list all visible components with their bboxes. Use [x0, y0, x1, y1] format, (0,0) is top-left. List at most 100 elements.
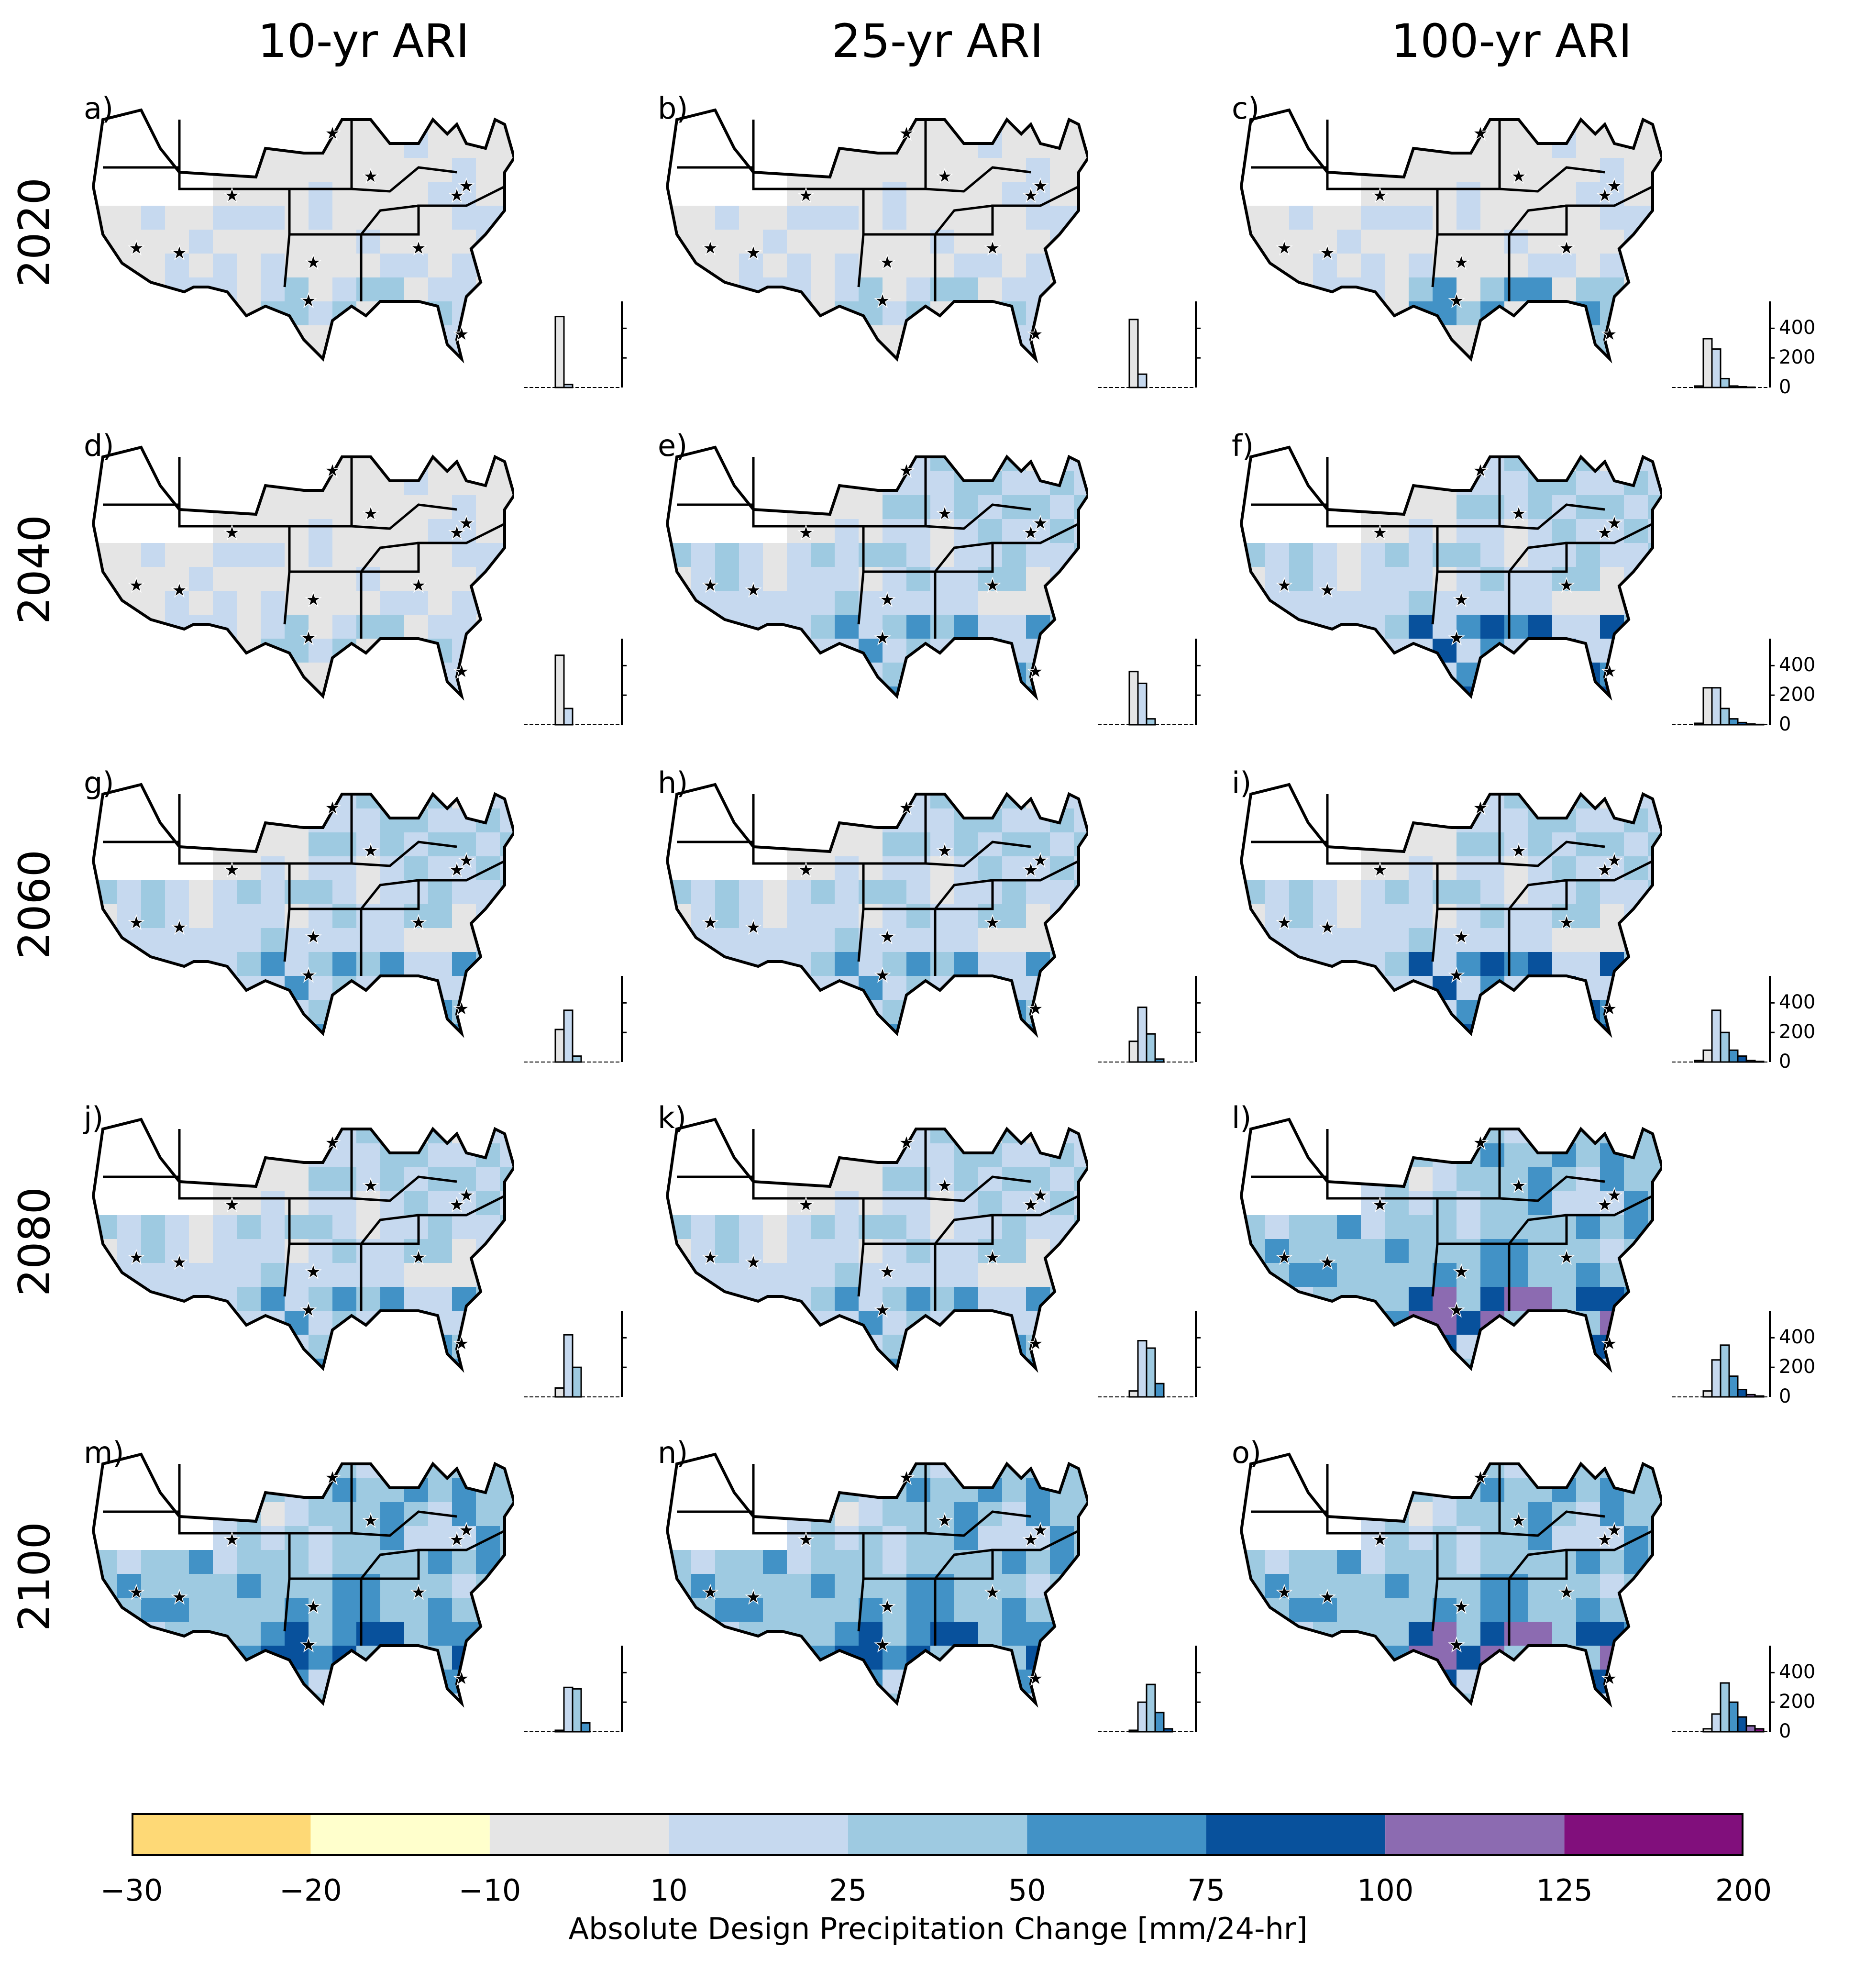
grid-cell	[811, 1454, 835, 1478]
map-panel: c) ★ ★ ★ ★ ★ ★ ★ ★ ★ ★ ★ 400 200 0	[1232, 91, 1815, 398]
city-star-icon: ★	[1033, 177, 1048, 196]
grid-cell	[213, 1000, 237, 1024]
grid-cell	[165, 1000, 189, 1024]
grid-cell	[1457, 928, 1480, 952]
grid-cell	[380, 1598, 404, 1622]
region-boundary	[857, 234, 865, 288]
grid-cell	[1457, 686, 1480, 696]
grid-cell	[165, 543, 189, 567]
grid-cell	[859, 373, 883, 387]
grid-cell	[930, 1048, 954, 1062]
grid-cell	[1361, 447, 1385, 471]
grid-cell	[906, 1215, 930, 1239]
grid-cell	[309, 254, 332, 277]
grid-cell	[189, 1646, 213, 1670]
grid-cell	[1313, 663, 1337, 686]
grid-cell	[1480, 952, 1504, 976]
histogram	[524, 1311, 627, 1398]
grid-cell	[1385, 567, 1409, 591]
city-star-icon: ★	[880, 928, 894, 947]
grid-cell	[739, 1550, 763, 1574]
grid-cell	[763, 615, 787, 639]
grid-cell	[739, 1048, 763, 1062]
grid-cell	[1002, 904, 1026, 928]
city-star-icon: ★	[1602, 1669, 1617, 1688]
grid-cell	[859, 710, 883, 725]
grid-cell	[1552, 1598, 1576, 1622]
grid-cell	[332, 1693, 356, 1703]
grid-cell	[93, 1048, 117, 1062]
us-map: ★★★★ ★ ★★★★★★	[91, 108, 514, 387]
grid-cell	[930, 832, 954, 856]
grid-cell	[859, 349, 883, 359]
grid-cell	[739, 1263, 763, 1287]
grid-cell	[1576, 686, 1600, 696]
grid-cell	[165, 254, 189, 277]
grid-cell	[213, 230, 237, 254]
city-star-icon: ★	[703, 1248, 717, 1267]
grid-cell	[1624, 686, 1648, 696]
grid-cell	[428, 230, 452, 254]
grid-cell	[404, 856, 428, 880]
grid-cell	[93, 254, 117, 277]
grid-cell	[667, 1311, 691, 1335]
grid-cell	[691, 904, 715, 928]
grid-cell	[859, 1359, 883, 1368]
grid-cell	[332, 880, 356, 904]
grid-cell	[237, 254, 261, 277]
grid-cell	[906, 686, 930, 696]
grid-cell	[1361, 1502, 1385, 1526]
grid-cell	[978, 301, 1002, 325]
grid-cell	[954, 639, 978, 663]
grid-cell	[1361, 856, 1385, 880]
grid-cell	[476, 349, 500, 359]
grid-cell	[213, 325, 237, 349]
grid-cell	[1265, 1670, 1289, 1693]
column-title-100yr: 100-yr ARI	[1391, 14, 1632, 68]
grid-cell	[1337, 1359, 1361, 1368]
histogram-tick-label: 400	[1779, 1326, 1816, 1349]
grid-cell	[1648, 349, 1662, 359]
grid-cell	[261, 1048, 285, 1062]
grid-cell	[859, 785, 883, 808]
us-map: ★★★★ ★ ★★★★★★	[1239, 108, 1662, 387]
grid-cell	[906, 254, 930, 277]
histogram-bar	[1745, 1725, 1756, 1733]
grid-cell	[978, 1478, 1002, 1502]
grid-cell	[811, 1191, 835, 1215]
grid-cell	[332, 1550, 356, 1574]
grid-cell	[859, 615, 883, 639]
histogram-bar	[554, 316, 565, 388]
grid-cell	[404, 206, 428, 230]
grid-cell	[1002, 710, 1026, 725]
grid-cell	[1002, 1263, 1026, 1287]
grid-cell	[165, 373, 189, 387]
grid-cell	[1289, 373, 1313, 387]
histogram-bar	[1702, 338, 1713, 388]
colorbar-tick-label: −20	[279, 1873, 342, 1908]
region-boundary	[1499, 1175, 1605, 1202]
grid-cell	[1480, 325, 1504, 349]
city-star-icon: ★	[172, 1253, 187, 1272]
grid-cell	[1313, 1574, 1337, 1598]
grid-cell	[1337, 1622, 1361, 1646]
grid-cell	[285, 254, 309, 277]
grid-cell	[1433, 349, 1457, 359]
grid-cell	[787, 182, 811, 206]
city-star-icon: ★	[301, 1636, 316, 1655]
grid-cell	[356, 349, 380, 359]
grid-cell	[117, 1024, 141, 1033]
grid-cell	[332, 1622, 356, 1646]
grid-cell	[954, 856, 978, 880]
grid-cell	[763, 349, 787, 359]
grid-cell	[1074, 591, 1088, 615]
grid-cell	[380, 182, 404, 206]
grid-cell	[1074, 1717, 1088, 1732]
grid-cell	[213, 543, 237, 567]
grid-cell	[356, 832, 380, 856]
colorbar-swatch	[848, 1813, 1027, 1856]
grid-cell	[739, 1670, 763, 1693]
grid-cell	[715, 639, 739, 663]
grid-cell	[954, 710, 978, 725]
grid-cell	[500, 519, 514, 543]
